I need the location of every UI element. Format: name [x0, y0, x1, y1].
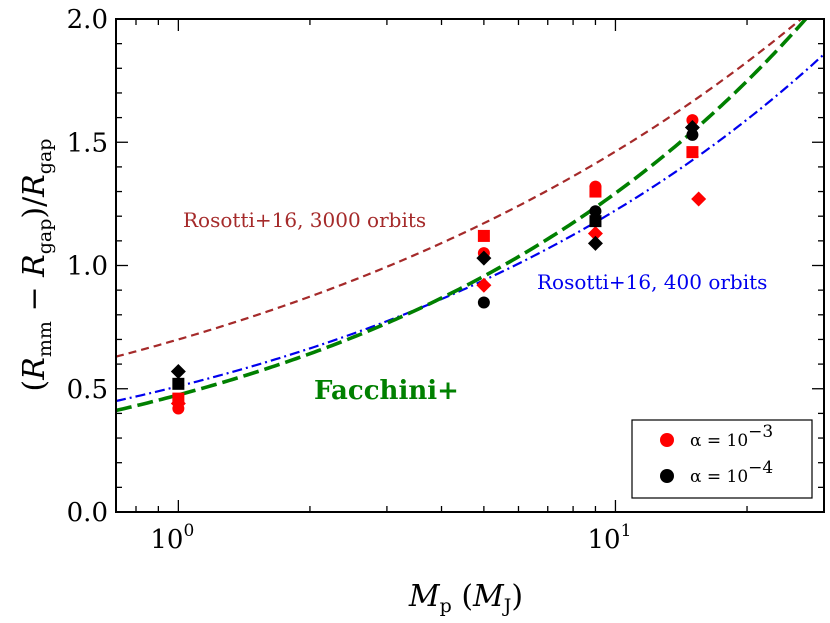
point-alpha-1e-4	[476, 250, 492, 266]
y-tick-label: 0.0	[67, 498, 108, 528]
point-alpha-1e-4	[589, 215, 602, 228]
point-alpha-1e-4	[587, 235, 603, 251]
legend-label-alpha-1e-3: α = 10−3	[690, 422, 773, 451]
point-alpha-1e-3	[589, 185, 602, 198]
tick-labels: 0.0 0.5 1.0 1.5 2.0 100 101	[67, 5, 632, 555]
y-axis-title: (Rmm − Rgap)/Rgap	[17, 139, 56, 392]
point-alpha-1e-4	[589, 205, 602, 218]
y-tick-label: 1.0	[67, 252, 108, 282]
curve-dashed	[116, 19, 803, 358]
curve-longdash	[116, 19, 809, 413]
legend-box	[631, 419, 813, 499]
point-alpha-1e-4	[686, 128, 699, 141]
x-tick-label: 100	[150, 521, 194, 555]
point-alpha-1e-3	[691, 191, 707, 207]
data-points	[170, 114, 707, 415]
annotation-rosotti-3000: Rosotti+16, 3000 orbits	[183, 208, 426, 232]
curve-dashdot	[116, 53, 824, 403]
x-tick-label: 101	[587, 521, 631, 555]
point-alpha-1e-4	[477, 296, 490, 309]
annotation-rosotti-400: Rosotti+16, 400 orbits	[537, 270, 767, 294]
point-alpha-1e-3	[170, 396, 186, 412]
legend-marker-alpha-1e-4	[660, 469, 674, 483]
legend-marker-alpha-1e-3	[660, 433, 674, 447]
legend-label-alpha-1e-4: α = 10−4	[690, 458, 773, 487]
point-alpha-1e-4	[684, 119, 700, 135]
y-tick-label: 2.0	[67, 5, 108, 35]
point-alpha-1e-4	[172, 377, 185, 390]
point-alpha-1e-3	[587, 225, 603, 241]
y-tick-label: 0.5	[67, 375, 108, 405]
x-axis-title: Mp (MJ)	[408, 579, 523, 617]
model-curves	[116, 19, 824, 413]
point-alpha-1e-3	[477, 229, 490, 242]
point-alpha-1e-4	[170, 363, 186, 379]
point-alpha-1e-3	[686, 146, 699, 159]
legend: α = 10−3 α = 10−4	[631, 419, 813, 499]
y-tick-label: 1.5	[67, 128, 108, 158]
point-alpha-1e-3	[476, 277, 492, 293]
plot-frame	[115, 18, 825, 513]
annotation-facchini: Facchini+	[314, 376, 459, 406]
